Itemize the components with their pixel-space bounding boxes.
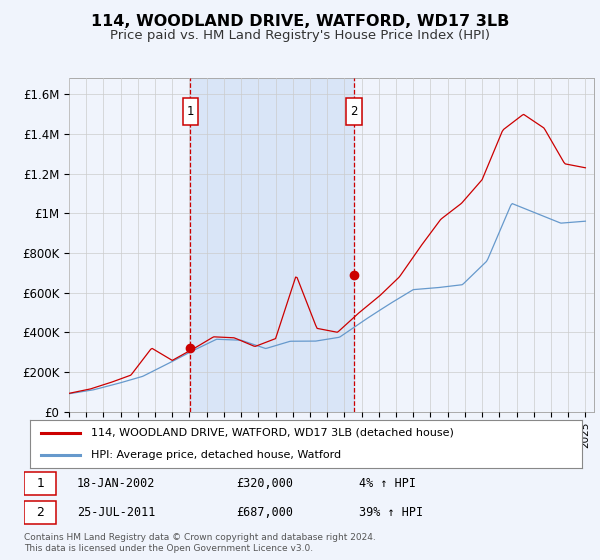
Text: Contains HM Land Registry data © Crown copyright and database right 2024.
This d: Contains HM Land Registry data © Crown c… [24, 533, 376, 553]
Text: HPI: Average price, detached house, Watford: HPI: Average price, detached house, Watf… [91, 450, 341, 460]
FancyBboxPatch shape [346, 99, 362, 125]
Text: 18-JAN-2002: 18-JAN-2002 [77, 477, 155, 490]
Text: 2: 2 [36, 506, 44, 519]
FancyBboxPatch shape [24, 501, 56, 525]
Text: 25-JUL-2011: 25-JUL-2011 [77, 506, 155, 519]
FancyBboxPatch shape [24, 472, 56, 495]
Text: 2: 2 [350, 105, 358, 118]
Text: £687,000: £687,000 [236, 506, 293, 519]
Text: £320,000: £320,000 [236, 477, 293, 490]
FancyBboxPatch shape [182, 99, 198, 125]
Text: 39% ↑ HPI: 39% ↑ HPI [359, 506, 423, 519]
Text: 1: 1 [36, 477, 44, 490]
Text: 1: 1 [187, 105, 194, 118]
Bar [190, 78, 354, 412]
Text: 114, WOODLAND DRIVE, WATFORD, WD17 3LB: 114, WOODLAND DRIVE, WATFORD, WD17 3LB [91, 14, 509, 29]
Text: 4% ↑ HPI: 4% ↑ HPI [359, 477, 416, 490]
Text: 114, WOODLAND DRIVE, WATFORD, WD17 3LB (detached house): 114, WOODLAND DRIVE, WATFORD, WD17 3LB (… [91, 428, 454, 438]
Text: Price paid vs. HM Land Registry's House Price Index (HPI): Price paid vs. HM Land Registry's House … [110, 29, 490, 42]
